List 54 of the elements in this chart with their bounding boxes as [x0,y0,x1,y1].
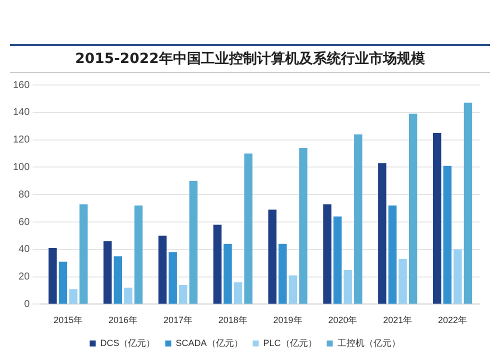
bar [454,249,462,304]
bar [443,166,452,304]
bar [344,270,352,304]
chart-title: 2015-2022年中国工业控制计算机及系统行业市场规模 [10,44,490,73]
y-tick-label: 60 [18,216,30,228]
legend-label: 工控机（亿元） [337,338,400,348]
bar [408,114,418,304]
x-tick-label: 2018年 [218,315,248,326]
bar [58,262,68,304]
x-tick-label: 2020年 [328,315,358,326]
bar [168,252,177,304]
bar [278,244,287,304]
bar [134,206,143,304]
y-tick-label: 160 [12,80,30,91]
bar [354,134,362,304]
bar [79,204,88,304]
y-tick-label: 0 [24,298,30,310]
x-tick-label: 2021年 [383,315,412,326]
bar [158,236,167,304]
y-tick-label: 100 [12,162,30,173]
y-tick-label: 80 [18,189,30,200]
bar [432,132,442,304]
y-tick-label: 140 [12,107,30,118]
bar [103,241,112,304]
bar [378,163,386,304]
x-tick-label: 2015年 [54,315,83,326]
bar [299,148,308,304]
bar [268,210,276,304]
bar [244,154,252,304]
bar [464,102,472,304]
bar [333,216,342,304]
bar [288,275,298,304]
x-tick-label: 2017年 [163,315,192,326]
bar [69,289,78,304]
legend-label: PLC（亿元） [263,338,317,348]
bar [48,248,57,304]
y-tick-label: 40 [18,244,30,256]
bar [224,244,232,304]
y-tick-label: 120 [12,134,30,146]
bar [234,282,242,304]
legend-label: DCS（亿元） [100,338,156,348]
x-tick-label: 2022年 [438,315,468,326]
legend-label: SCADA（亿元） [176,338,243,348]
x-tick-label: 2016年 [108,315,138,326]
bar [124,288,132,304]
bar [179,285,188,304]
bar [114,256,122,304]
bar [323,204,332,304]
y-tick-label: 20 [18,272,30,283]
bar [213,224,222,304]
x-tick-label: 2019年 [273,315,302,326]
bar [189,180,198,304]
bar [388,206,397,304]
bar [398,258,407,304]
